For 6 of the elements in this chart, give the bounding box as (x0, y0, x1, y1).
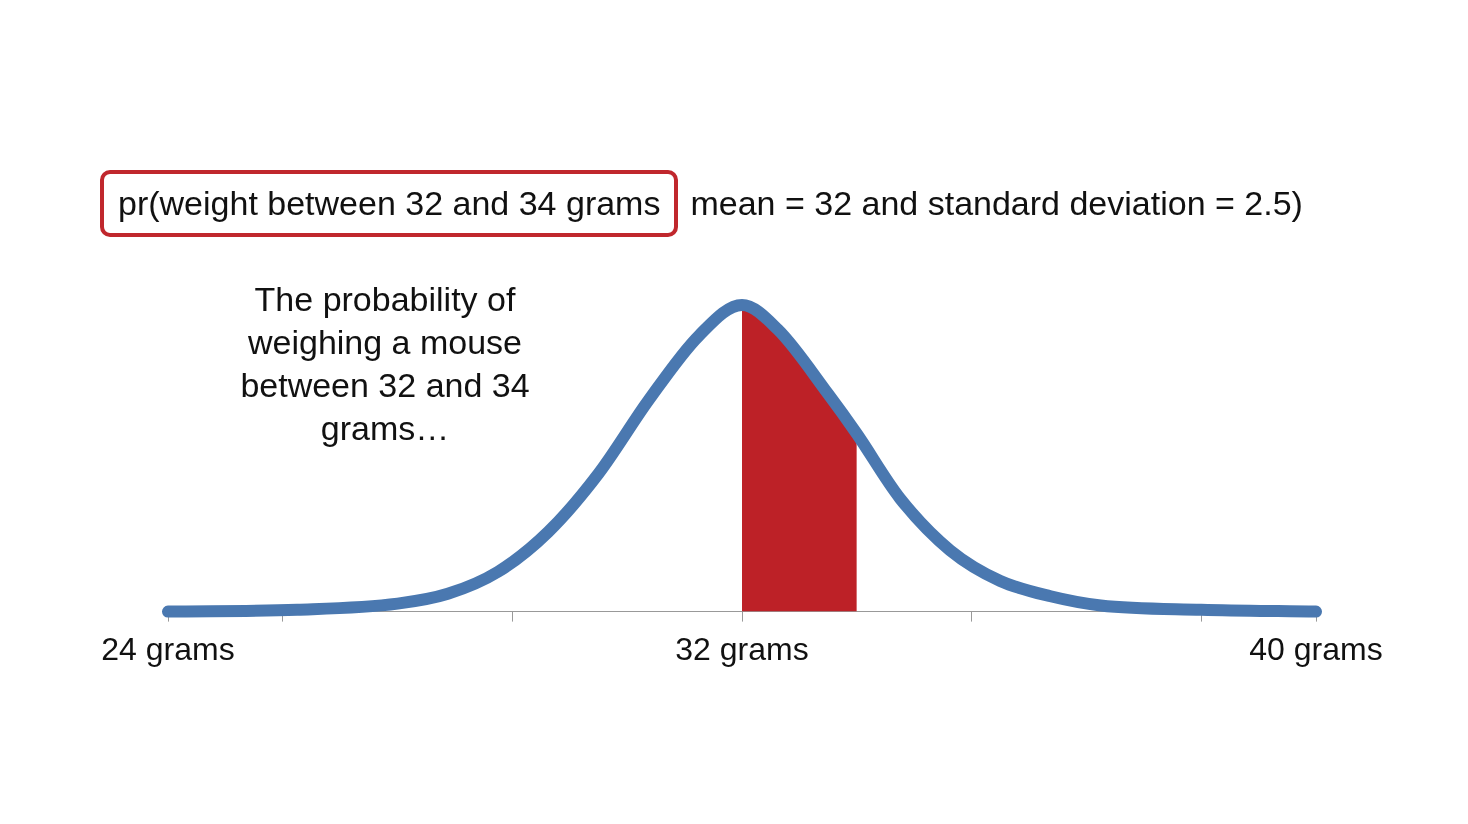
x-tick-label: 24 grams (101, 630, 235, 667)
annotation: The probability of weighing a mouse between 32 and 34 grams… (239, 279, 531, 449)
chart-subtitle: mean = 32 and standard deviation = 2.5) (690, 184, 1303, 223)
chart-title: pr(weight between 32 and 34 grams (100, 170, 679, 237)
x-tick-label: 40 grams (1249, 630, 1383, 667)
x-tick-label: 32 grams (675, 630, 809, 667)
